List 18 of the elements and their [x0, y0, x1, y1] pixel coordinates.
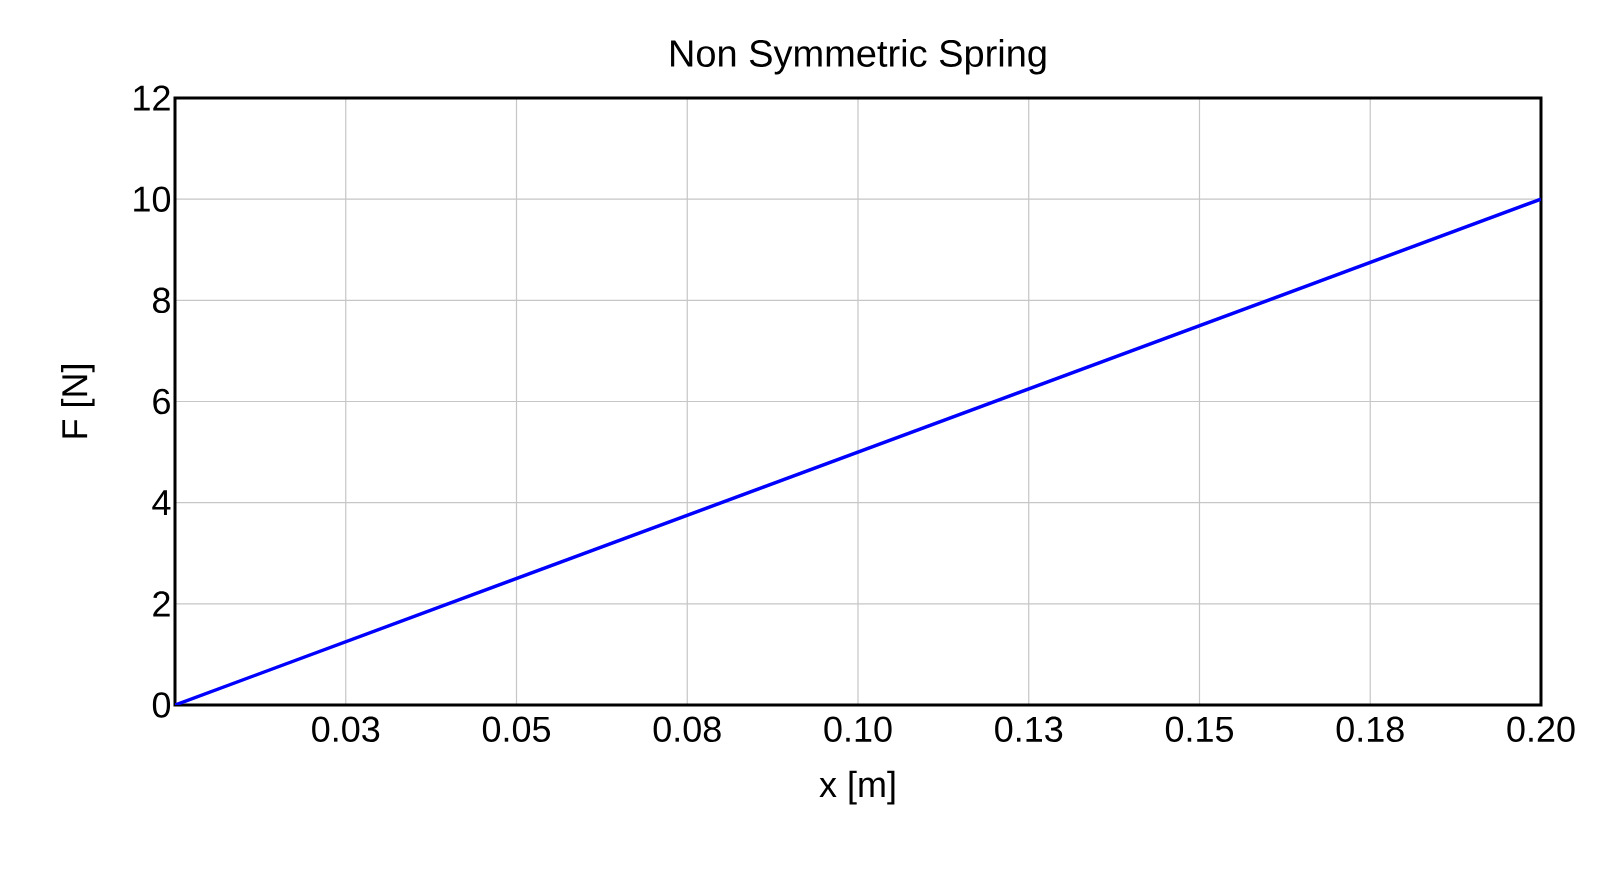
y-tick-label: 10 — [134, 186, 171, 212]
x-tick-label: 0.05 — [482, 716, 551, 743]
x-tick-label: 0.18 — [1336, 716, 1404, 743]
y-tick-label: 0 — [152, 692, 171, 718]
x-tick-label: 0.13 — [995, 716, 1063, 743]
y-tick-label: 2 — [153, 591, 170, 617]
chart-title: Non Symmetric Spring — [671, 39, 1046, 75]
y-tick-label: 12 — [134, 85, 170, 111]
x-tick-label: 0.20 — [1507, 716, 1575, 743]
x-tick-label: 0.15 — [1165, 716, 1234, 743]
y-tick-label: 4 — [152, 490, 171, 516]
y-axis-title: F [N] — [61, 365, 95, 438]
x-axis-title: x [m] — [819, 770, 895, 805]
x-tick-label: 0.03 — [312, 716, 380, 743]
x-tick-label: 0.08 — [653, 716, 721, 743]
y-tick-label: 8 — [153, 287, 170, 314]
y-tick-label: 6 — [153, 388, 170, 415]
x-tick-label: 0.10 — [824, 716, 892, 743]
